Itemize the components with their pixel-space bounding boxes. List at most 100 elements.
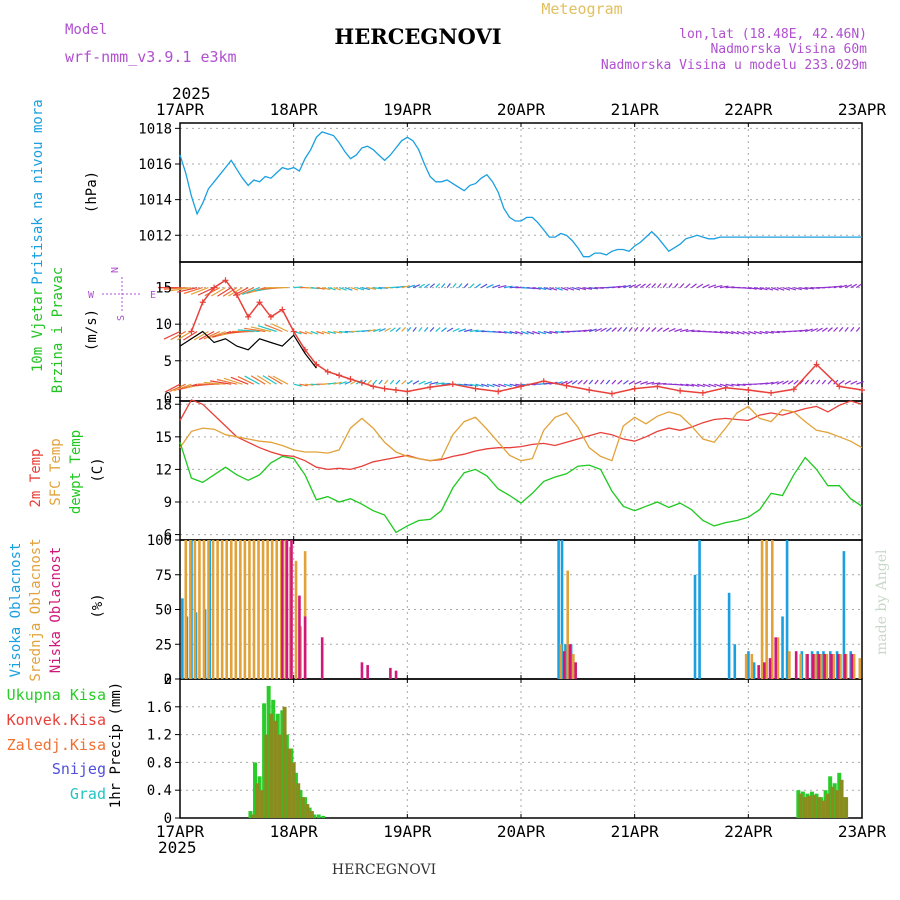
cloud-bar xyxy=(220,540,224,679)
cloud-bar xyxy=(275,540,279,679)
wind-arrow xyxy=(321,330,331,335)
wind-arrow xyxy=(668,327,676,333)
wind-gust-mark xyxy=(233,291,240,298)
wind-gust-mark xyxy=(313,361,320,368)
precip-bar xyxy=(293,772,298,818)
wind-arrow xyxy=(458,283,463,288)
precip-bar xyxy=(837,772,842,818)
wind-arrow xyxy=(367,379,372,385)
cloud-bar xyxy=(202,540,206,679)
wind-arrow xyxy=(679,283,685,289)
precip-bar xyxy=(273,720,278,818)
wind-arrow xyxy=(373,287,383,290)
precip-bar xyxy=(844,797,849,818)
cloud-bar xyxy=(270,540,274,679)
precip-bar xyxy=(800,791,805,818)
wind-arrow xyxy=(316,330,325,335)
wind-arrow xyxy=(640,381,648,385)
wind-arrow xyxy=(384,379,389,385)
wind-gust-mark xyxy=(267,313,274,320)
wind-arrow xyxy=(787,380,794,385)
wind-gust-mark xyxy=(722,384,729,391)
wind-arrow xyxy=(412,284,421,289)
wind-arrow xyxy=(714,284,723,289)
temp-line xyxy=(179,399,863,471)
cloud-bar xyxy=(750,653,754,679)
wind-arrow xyxy=(367,328,376,333)
wind-arrow xyxy=(486,383,495,388)
wind-arrow xyxy=(333,287,342,291)
wind-gust-line xyxy=(190,279,863,395)
wind-arrow xyxy=(628,380,636,385)
wind-arrow xyxy=(356,287,365,291)
wind-gust-mark xyxy=(836,383,843,390)
wind-arrow xyxy=(622,326,628,332)
x-label-top: 23APR xyxy=(838,100,887,119)
wind-arrow xyxy=(617,327,622,332)
wind-arrow xyxy=(401,379,407,385)
wind-arrow xyxy=(588,379,594,385)
wind-arrow xyxy=(441,327,447,332)
wind-gust-mark xyxy=(563,382,570,389)
wind-arrow xyxy=(696,283,704,289)
wind-arrow xyxy=(759,330,768,335)
wind-arrow xyxy=(509,286,519,289)
y-tick-label: 1016 xyxy=(138,157,172,173)
y-tick-label: 1.2 xyxy=(147,728,172,744)
wind-arrow xyxy=(333,381,342,385)
wind-gust-mark xyxy=(654,383,661,390)
wind-gust-mark xyxy=(540,378,547,385)
wind-arrow xyxy=(176,287,198,293)
precip-bar xyxy=(303,797,308,818)
wind-arrow xyxy=(742,330,751,335)
cloud-bar xyxy=(290,540,293,679)
cloud-bar xyxy=(733,644,737,679)
y-tick-label: 0.4 xyxy=(147,783,172,799)
wind-unit: (m/s) xyxy=(84,309,100,351)
wind-arrow xyxy=(406,326,412,332)
cloud-ylabel-2: Srednja Oblacnost xyxy=(28,538,44,681)
wind-arrow xyxy=(850,283,858,289)
wind-arrow xyxy=(203,330,221,340)
wind-arrow xyxy=(509,383,518,387)
wind-arrow xyxy=(299,383,308,387)
wind-arrow xyxy=(714,330,723,334)
precip-bar xyxy=(312,814,317,818)
temp-line xyxy=(179,405,863,462)
precip-bar xyxy=(814,793,819,818)
cloud-bar xyxy=(261,540,265,679)
wind-arrow xyxy=(262,375,277,385)
wind-arrow xyxy=(338,381,347,385)
wind-arrow xyxy=(170,330,186,341)
wind-arrow xyxy=(446,283,451,288)
year-top: 2025 xyxy=(172,84,211,103)
wind-arrow xyxy=(271,323,289,333)
wind-arrow xyxy=(293,383,302,387)
wind-arrow xyxy=(640,283,646,289)
wind-arrow xyxy=(350,287,359,291)
y-tick-label: 0 xyxy=(164,390,172,406)
wind-arrow xyxy=(418,326,423,332)
cloud-ylabel-1: Visoka Oblacnost xyxy=(8,543,24,678)
wind-arrow xyxy=(748,330,757,335)
wind-gust-mark xyxy=(290,328,297,335)
wind-arrow xyxy=(217,287,232,297)
wind-arrow xyxy=(770,381,779,385)
wind-arrow xyxy=(458,383,468,386)
precip-bar xyxy=(812,795,817,818)
wind-arrow xyxy=(250,375,266,385)
wind-arrow xyxy=(503,383,512,388)
cloud-bar xyxy=(819,653,823,679)
temp-ylabel-2: SFC Temp xyxy=(48,438,64,505)
wind-arrow xyxy=(537,287,547,291)
y-tick-label: 75 xyxy=(155,568,172,584)
wind-arrow xyxy=(850,326,855,332)
precip-bar xyxy=(825,793,830,818)
wind-arrow xyxy=(543,287,552,291)
wind-arrow xyxy=(611,379,617,385)
wind-arrow xyxy=(765,381,774,385)
wind-arrow xyxy=(765,287,774,291)
wind-arrow xyxy=(244,375,260,385)
cloud-bar xyxy=(799,653,803,679)
wind-gust-mark xyxy=(222,277,229,284)
